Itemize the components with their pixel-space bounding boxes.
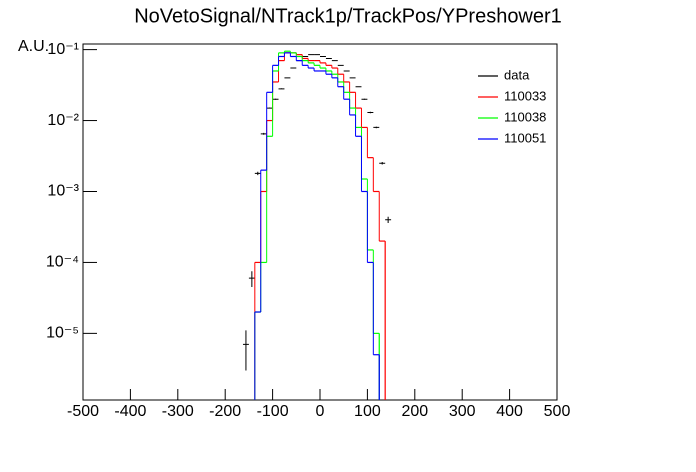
legend-label: 110033 [504, 88, 546, 103]
data-point [373, 126, 380, 129]
data-point [343, 70, 350, 72]
data-point [325, 57, 332, 59]
data-point [302, 55, 309, 57]
legend-label: 110038 [504, 109, 546, 124]
y-tick-label: 10⁻³ [47, 183, 79, 200]
y-tick-label: 10⁻⁴ [46, 254, 79, 271]
data-point [278, 88, 285, 90]
data-point [379, 162, 386, 165]
data-point [248, 271, 255, 288]
data-point [266, 107, 273, 109]
data-point [314, 54, 320, 56]
chart-title: NoVetoSignal/NTrack1p/TrackPos/YPreshowe… [134, 5, 562, 27]
data-point [290, 67, 297, 69]
x-tick-label: 200 [401, 403, 428, 420]
data-point [254, 171, 261, 176]
x-tick-label: -400 [114, 403, 146, 420]
x-tick-label: -300 [162, 403, 194, 420]
data-point [385, 216, 392, 223]
data-point [361, 98, 368, 100]
x-tick-label: -500 [67, 403, 99, 420]
x-tick-label: 500 [544, 403, 571, 420]
y-tick-label: 10⁻² [47, 112, 79, 129]
data-point [349, 77, 356, 79]
y-tick-label: 10⁻⁵ [46, 325, 79, 342]
legend-label: data [504, 67, 530, 82]
data-point [260, 132, 267, 135]
x-tick-label: 400 [496, 403, 523, 420]
y-tick-label: 10⁻¹ [47, 41, 79, 58]
data-point [355, 86, 362, 88]
legend-label: 110051 [504, 130, 546, 145]
data-point [331, 60, 338, 62]
x-tick-label: 100 [354, 403, 381, 420]
y-axis-label: A.U. [18, 38, 49, 55]
x-tick-label: -200 [209, 403, 241, 420]
x-tick-label: 0 [316, 403, 325, 420]
x-tick-label: 300 [449, 403, 476, 420]
data-point [272, 98, 279, 100]
data-point [367, 111, 374, 114]
data-point [337, 64, 344, 66]
x-tick-label: -100 [257, 403, 289, 420]
data-point [284, 77, 291, 79]
data-point [242, 330, 249, 371]
data-point [308, 54, 315, 56]
data-point [320, 55, 326, 57]
